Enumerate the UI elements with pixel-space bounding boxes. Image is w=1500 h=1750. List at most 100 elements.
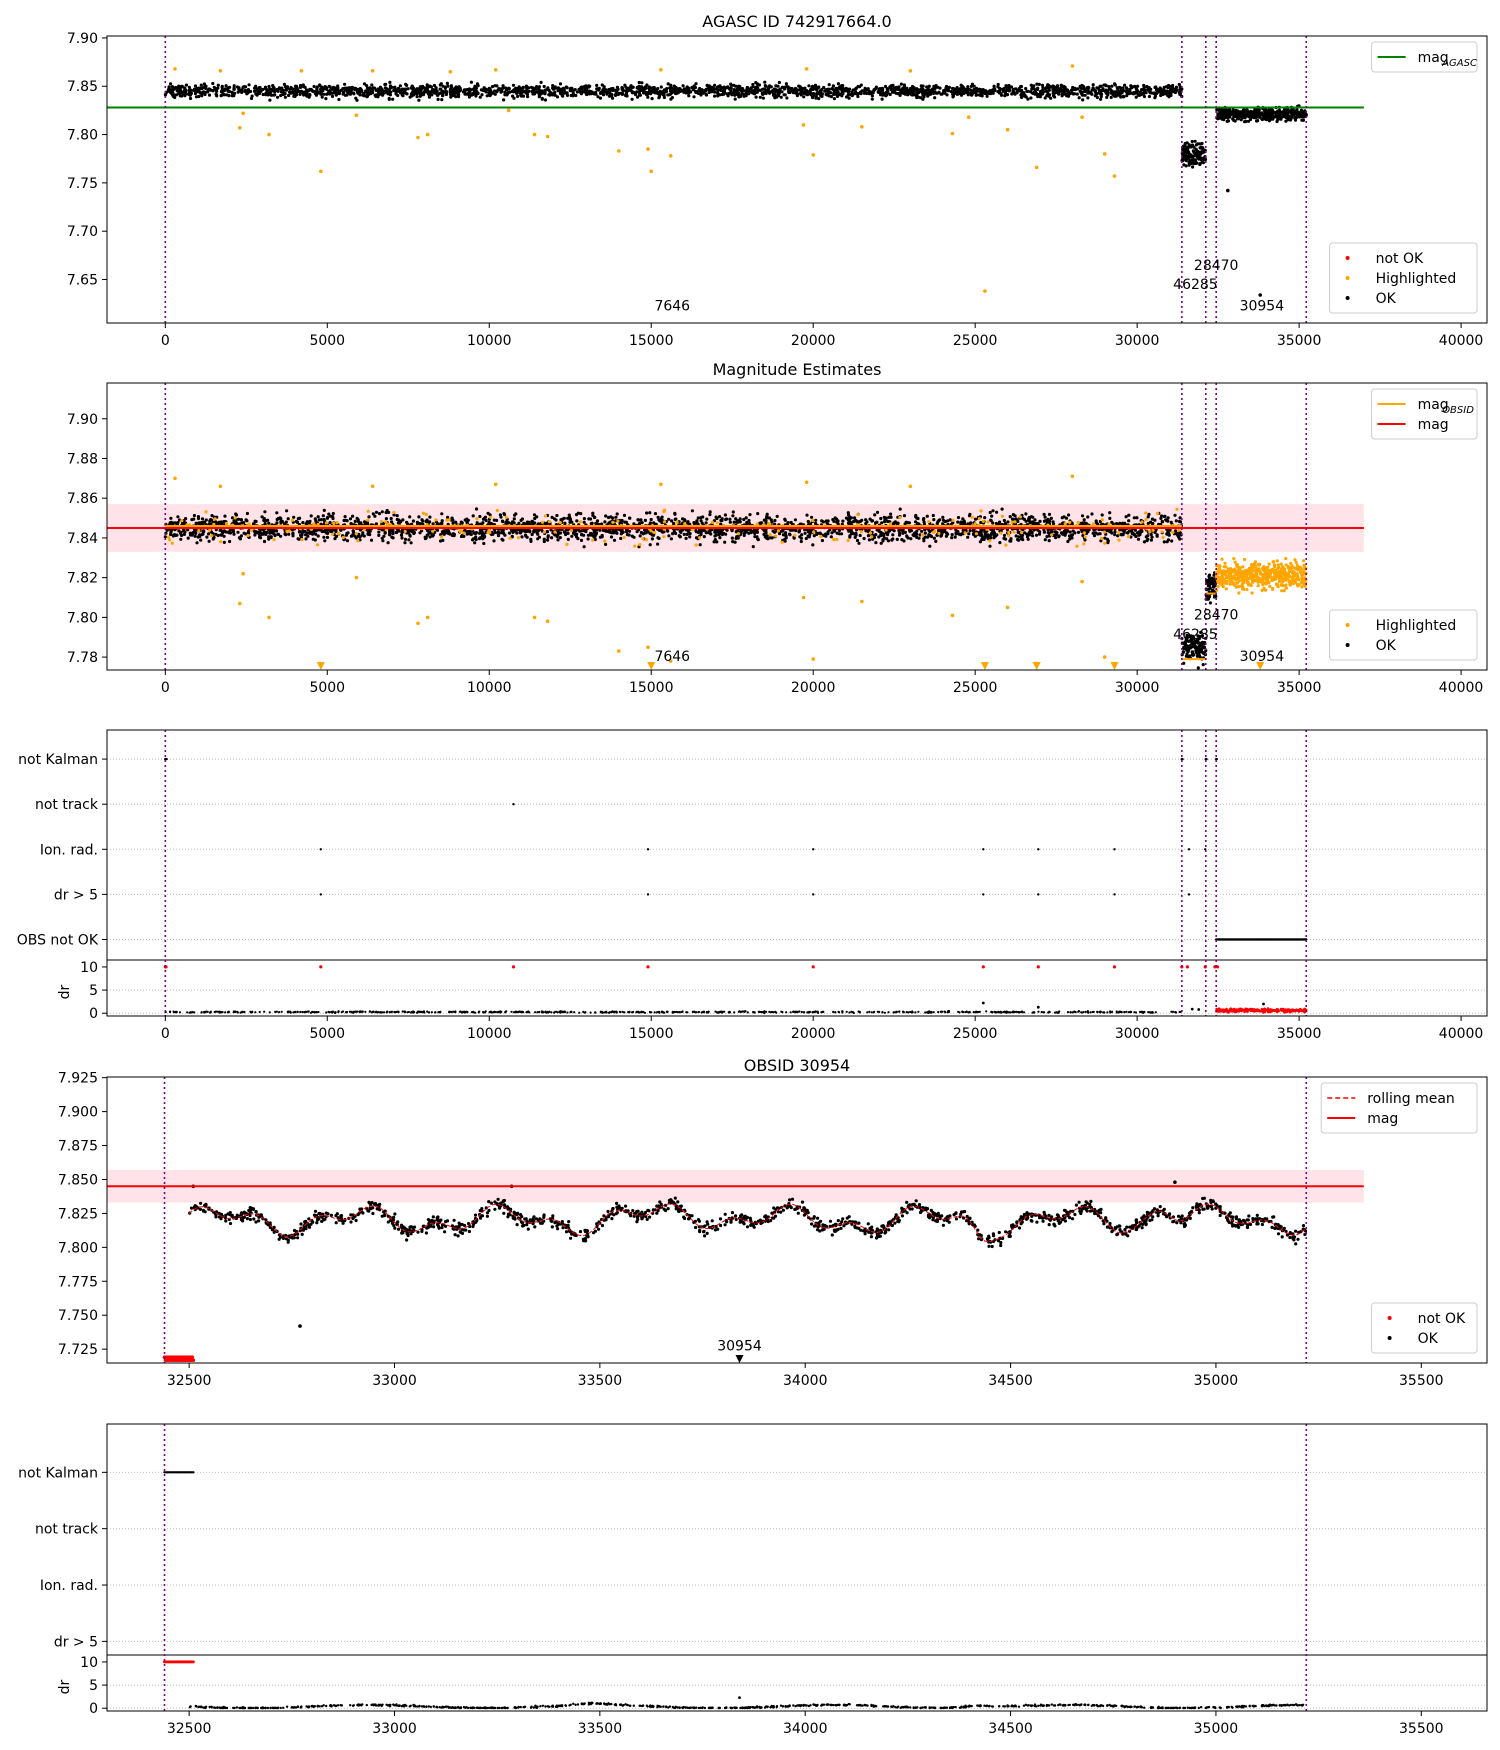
data-point xyxy=(1167,90,1171,94)
data-point xyxy=(928,544,932,548)
data-point xyxy=(705,517,709,521)
data-point xyxy=(744,516,748,520)
data-point xyxy=(511,83,516,87)
data-point xyxy=(920,529,924,533)
data-point xyxy=(972,532,976,537)
data-point xyxy=(200,517,205,521)
data-point xyxy=(870,97,874,101)
data-point xyxy=(283,95,287,99)
data-point xyxy=(284,88,288,92)
data-point xyxy=(1191,165,1195,169)
data-point xyxy=(897,88,901,92)
data-point xyxy=(824,88,828,92)
data-point xyxy=(900,90,904,94)
data-point xyxy=(355,90,359,94)
data-point xyxy=(847,513,851,517)
data-point xyxy=(902,84,907,89)
data-point xyxy=(720,518,724,523)
data-point xyxy=(401,518,405,522)
data-point xyxy=(674,85,678,90)
data-point xyxy=(1006,520,1010,524)
data-point xyxy=(589,90,593,94)
data-point xyxy=(529,85,534,89)
data-point xyxy=(966,85,970,89)
data-point xyxy=(465,88,469,92)
data-point xyxy=(456,95,461,99)
data-point xyxy=(394,92,398,96)
data-point xyxy=(1162,85,1166,89)
data-point xyxy=(555,513,559,518)
data-point xyxy=(826,93,830,97)
data-point xyxy=(746,91,750,95)
data-point xyxy=(1294,115,1299,119)
x-tick-label: 35000 xyxy=(1277,333,1322,349)
data-point xyxy=(588,517,593,521)
data-point xyxy=(827,87,831,91)
data-point xyxy=(1059,85,1063,89)
data-point xyxy=(860,89,864,93)
data-point xyxy=(761,96,765,100)
data-point xyxy=(313,538,317,542)
data-point xyxy=(682,87,687,91)
data-point xyxy=(829,95,834,99)
data-point xyxy=(367,515,371,519)
data-point xyxy=(370,83,374,87)
data-point xyxy=(587,84,591,88)
data-point xyxy=(1072,92,1077,96)
data-point xyxy=(267,84,271,89)
data-point xyxy=(330,94,335,98)
data-point xyxy=(445,90,449,94)
data-point xyxy=(537,85,542,89)
data-point xyxy=(471,538,475,542)
data-point xyxy=(1275,119,1279,124)
data-point xyxy=(258,535,262,539)
data-point xyxy=(1187,151,1191,156)
data-point xyxy=(1199,145,1203,149)
data-point xyxy=(254,531,258,535)
data-point xyxy=(962,91,966,96)
data-point xyxy=(416,89,420,93)
data-point xyxy=(469,80,473,84)
data-point xyxy=(411,87,415,91)
data-point xyxy=(1099,84,1103,88)
data-point xyxy=(991,509,995,513)
data-point xyxy=(1225,114,1229,118)
data-point xyxy=(1191,149,1195,153)
data-point xyxy=(269,93,274,97)
data-point xyxy=(282,82,286,86)
data-point xyxy=(751,82,755,87)
data-point xyxy=(1166,538,1171,542)
data-point xyxy=(197,89,201,93)
data-point xyxy=(810,515,814,519)
data-point xyxy=(768,84,772,88)
data-point xyxy=(1267,113,1271,117)
data-point xyxy=(662,88,667,92)
data-point xyxy=(506,92,510,96)
data-point xyxy=(343,82,347,86)
panel-title: AGASC ID 742917664.0 xyxy=(702,12,891,31)
data-point xyxy=(1034,533,1039,537)
data-point xyxy=(1004,537,1008,541)
data-point xyxy=(1100,513,1104,517)
data-point xyxy=(802,95,806,99)
data-point xyxy=(888,92,892,97)
data-point xyxy=(456,89,461,93)
data-point xyxy=(729,89,733,93)
data-point xyxy=(798,91,803,96)
data-point xyxy=(1256,119,1260,123)
data-point xyxy=(1203,157,1208,162)
data-point xyxy=(1099,97,1103,101)
data-point xyxy=(543,98,548,102)
data-point xyxy=(525,87,529,91)
data-point xyxy=(771,89,775,93)
data-point xyxy=(647,91,651,95)
data-point xyxy=(279,87,284,91)
data-point xyxy=(993,87,997,91)
data-point xyxy=(1040,83,1045,87)
data-point xyxy=(1078,89,1082,93)
data-point xyxy=(1300,118,1304,122)
data-point xyxy=(444,85,448,89)
data-point xyxy=(951,92,955,96)
data-point xyxy=(1185,157,1189,161)
y-tick-label: 7.75 xyxy=(67,176,98,192)
